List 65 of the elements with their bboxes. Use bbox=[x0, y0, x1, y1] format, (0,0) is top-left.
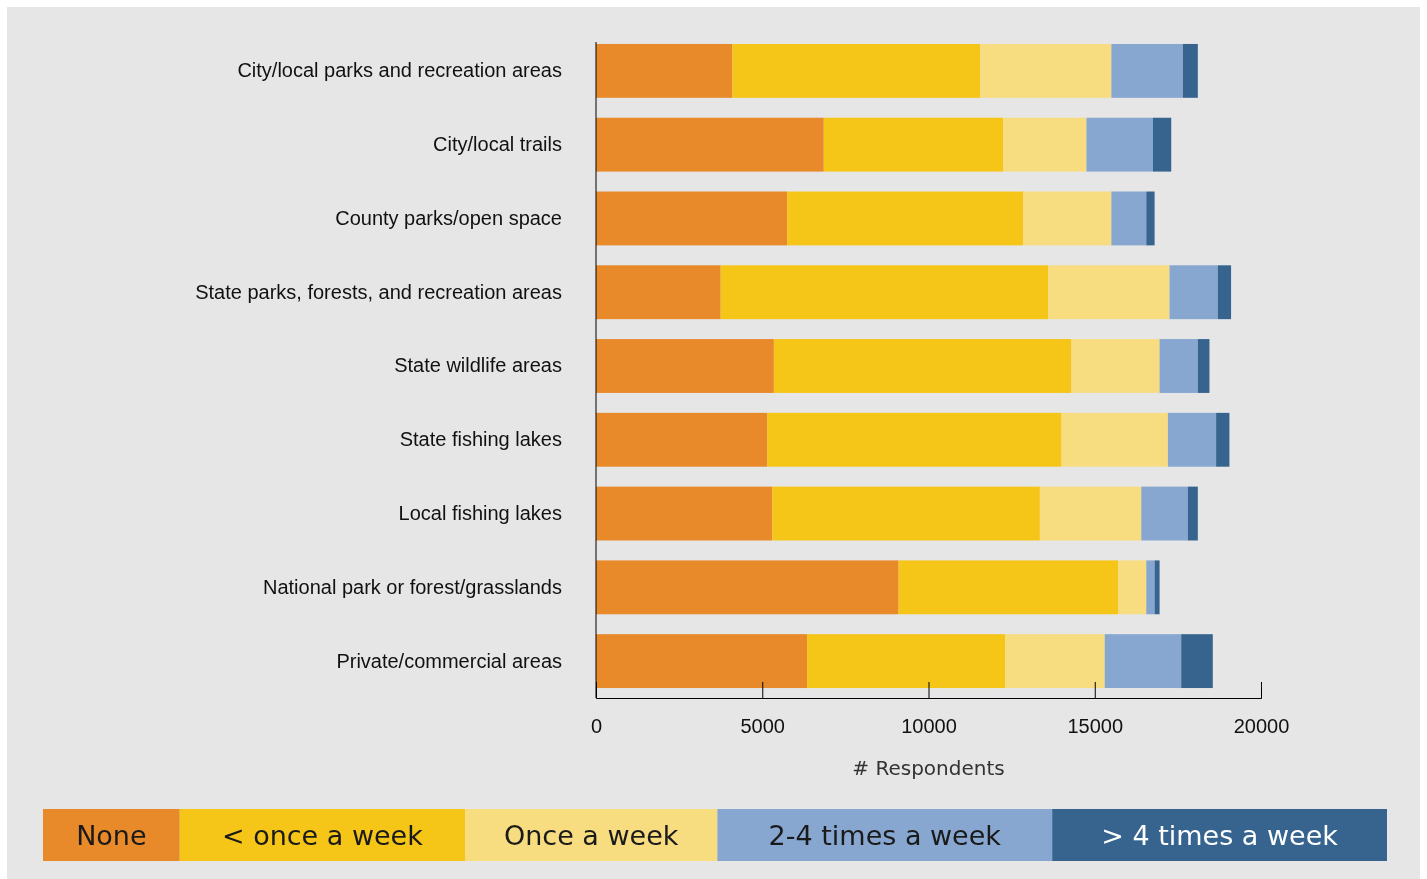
bar bbox=[596, 265, 721, 320]
y-tick-label: Local fishing lakes bbox=[398, 501, 562, 524]
bar bbox=[898, 560, 1119, 615]
text: 2-4 times a week bbox=[768, 820, 1002, 851]
x-tick-label: 10000 bbox=[901, 715, 957, 737]
bar bbox=[767, 412, 1062, 467]
bar bbox=[596, 339, 774, 393]
y-tick-label: City/local parks and recreation areas bbox=[237, 59, 562, 82]
bar bbox=[1111, 43, 1183, 98]
y-tick-label: State fishing lakes bbox=[399, 428, 562, 451]
text: Once a week bbox=[503, 820, 679, 851]
bar bbox=[596, 560, 899, 615]
x-axis-title: # Respondents bbox=[852, 756, 1005, 780]
bar bbox=[1217, 265, 1232, 320]
bar bbox=[1141, 486, 1188, 541]
bar bbox=[1197, 339, 1210, 393]
bar bbox=[807, 634, 1005, 689]
bar bbox=[1146, 191, 1155, 246]
bar bbox=[1086, 117, 1153, 172]
bar bbox=[787, 191, 1024, 246]
bar bbox=[1118, 560, 1147, 615]
bar bbox=[1111, 191, 1147, 246]
bar bbox=[596, 486, 773, 541]
bar bbox=[1104, 634, 1182, 689]
bar bbox=[980, 43, 1112, 98]
text: > 4 times a week bbox=[1101, 820, 1339, 851]
y-tick-label: State wildlife areas bbox=[394, 354, 562, 377]
bar bbox=[1061, 412, 1168, 467]
bar bbox=[1071, 339, 1160, 393]
bar bbox=[1167, 412, 1217, 467]
y-tick-label: State parks, forests, and recreation areas bbox=[195, 280, 562, 303]
x-tick-label: 5000 bbox=[740, 715, 785, 737]
x-tick-label: 20000 bbox=[1233, 715, 1290, 737]
bar bbox=[1039, 486, 1142, 541]
bar bbox=[596, 43, 733, 98]
x-tick-label: 15000 bbox=[1067, 715, 1124, 737]
text: < once a week bbox=[221, 820, 424, 851]
bar bbox=[1169, 265, 1218, 320]
text: None bbox=[76, 820, 147, 851]
y-tick-label: City/local trails bbox=[433, 133, 562, 156]
bar bbox=[1182, 43, 1198, 98]
bar bbox=[1216, 412, 1230, 467]
bar bbox=[596, 117, 824, 172]
bar bbox=[1004, 634, 1105, 689]
y-tick-label: Private/commercial areas bbox=[336, 649, 562, 672]
bar bbox=[772, 486, 1040, 541]
y-tick-label: County parks/open space bbox=[335, 206, 562, 229]
bar bbox=[1146, 560, 1155, 615]
bar bbox=[823, 117, 1004, 172]
y-tick-label: National park or forest/grasslands bbox=[262, 575, 562, 598]
bar bbox=[596, 191, 788, 246]
bar bbox=[1181, 634, 1213, 689]
bar bbox=[1023, 191, 1112, 246]
bar bbox=[773, 339, 1072, 393]
bar bbox=[1003, 117, 1087, 172]
bar bbox=[1048, 265, 1170, 320]
bar bbox=[1152, 117, 1172, 172]
bar bbox=[596, 412, 768, 467]
bar bbox=[596, 634, 808, 689]
x-tick-label: 0 bbox=[590, 715, 603, 737]
bar bbox=[1154, 560, 1160, 615]
bar bbox=[1159, 339, 1198, 393]
bar bbox=[1187, 486, 1198, 541]
bar bbox=[720, 265, 1049, 320]
bar bbox=[732, 43, 981, 98]
